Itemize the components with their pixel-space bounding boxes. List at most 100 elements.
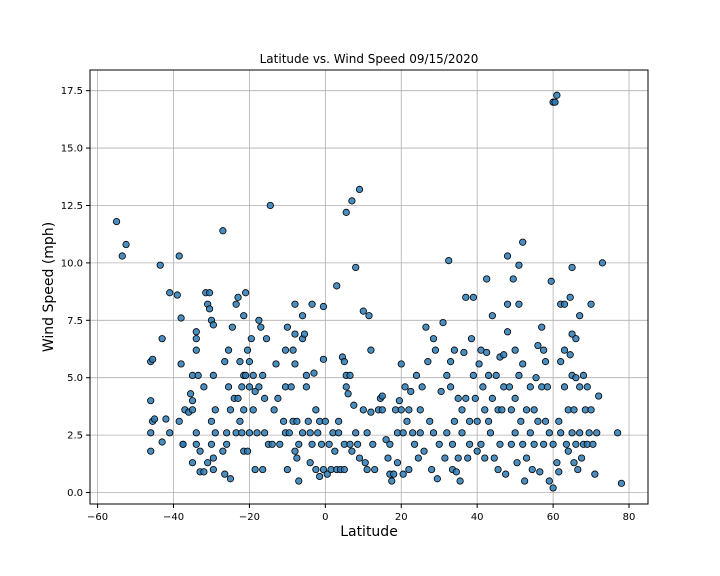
data-point [538, 323, 546, 331]
data-point [498, 406, 506, 414]
data-point [236, 417, 244, 425]
data-point [481, 406, 489, 414]
data-point [122, 240, 130, 249]
data-point [173, 291, 181, 299]
data-point [319, 355, 328, 363]
data-point [335, 429, 343, 437]
data-point [194, 371, 202, 380]
data-point [456, 477, 464, 485]
data-point [428, 465, 436, 474]
data-point [118, 252, 126, 260]
data-point [509, 275, 517, 283]
plot-frame [89, 69, 649, 505]
data-point [205, 305, 214, 313]
data-point [257, 323, 265, 331]
data-point [393, 459, 402, 467]
data-point [204, 459, 212, 467]
data-point [452, 468, 460, 476]
data-point [384, 454, 392, 462]
grid-lines [90, 70, 648, 504]
data-point [437, 387, 445, 396]
data-point [226, 406, 235, 414]
y-tick-label: 0.0 [67, 488, 83, 499]
data-point [503, 300, 512, 308]
data-point [454, 394, 462, 402]
data-point [298, 429, 307, 437]
data-point [112, 217, 121, 226]
data-point [188, 459, 197, 467]
data-point [515, 371, 523, 380]
data-point [266, 201, 274, 210]
data-point [551, 98, 559, 106]
data-points [112, 91, 626, 492]
data-point [568, 263, 576, 272]
data-point [426, 417, 434, 425]
data-point [367, 346, 375, 354]
data-point [511, 346, 519, 354]
data-point [308, 300, 316, 308]
data-point [511, 394, 519, 402]
data-point [422, 323, 430, 331]
data-point [355, 185, 364, 194]
data-point [388, 477, 396, 485]
data-point [298, 312, 307, 320]
data-point [247, 335, 255, 343]
data-point [302, 383, 310, 391]
data-point [473, 447, 481, 455]
data-point [179, 440, 187, 448]
data-point [317, 440, 326, 448]
data-point [224, 383, 233, 391]
data-point [519, 360, 527, 368]
data-point [570, 459, 578, 467]
data-point [253, 429, 261, 437]
data-point [346, 371, 354, 380]
data-point [304, 417, 312, 425]
data-point [302, 371, 310, 380]
data-point [483, 275, 491, 283]
data-point [236, 358, 244, 366]
data-point [429, 335, 438, 343]
data-point [340, 465, 348, 474]
data-point [251, 387, 259, 396]
data-point [414, 454, 422, 462]
data-point [483, 348, 491, 357]
data-point [617, 479, 626, 487]
data-point [481, 454, 489, 462]
data-point [587, 406, 595, 414]
data-point [420, 447, 428, 455]
y-tick-label: 7.5 [67, 316, 83, 327]
data-point [346, 440, 354, 448]
data-point [390, 470, 398, 478]
data-point [150, 415, 159, 423]
data-point [219, 227, 227, 235]
data-point [323, 470, 331, 478]
data-point [209, 465, 217, 474]
data-point [585, 429, 593, 437]
data-point [515, 300, 523, 308]
data-point [416, 406, 424, 414]
data-point [177, 314, 185, 322]
data-point [363, 465, 371, 474]
data-point [378, 392, 386, 400]
data-point [541, 417, 550, 425]
data-point [209, 454, 217, 462]
data-point [245, 358, 254, 366]
data-point [557, 358, 565, 366]
data-point [522, 406, 531, 414]
data-point [560, 300, 569, 308]
data-point [149, 355, 157, 363]
data-point [541, 358, 550, 366]
data-point [291, 330, 299, 338]
x-tick-label: 0 [322, 512, 328, 523]
data-point [293, 417, 301, 425]
data-point [209, 371, 217, 380]
data-point [433, 475, 441, 483]
data-point [574, 465, 582, 474]
data-point [416, 429, 424, 437]
data-point [192, 440, 200, 448]
data-point [439, 318, 447, 327]
data-point [348, 197, 356, 205]
data-point [192, 346, 200, 354]
data-point [223, 440, 231, 448]
data-point [579, 371, 588, 380]
